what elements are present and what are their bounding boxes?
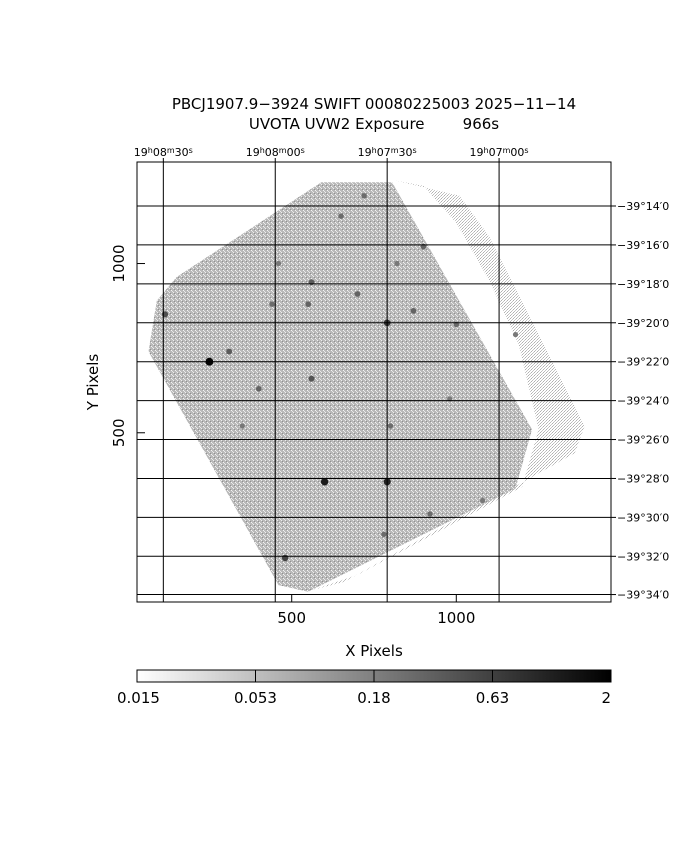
dec-label-3: −39°20′0 xyxy=(617,317,669,330)
x-tick-label-0: 500 xyxy=(277,609,306,627)
y-tick-label-1: 1000 xyxy=(110,244,128,282)
dec-label-6: −39°26′0 xyxy=(617,434,669,447)
source-9 xyxy=(354,291,361,297)
y-tick-label-0: 500 xyxy=(110,418,128,447)
colorbar: 0.015 0.053 0.18 0.63 2 xyxy=(117,669,612,707)
source-16 xyxy=(381,531,387,538)
dec-label-9: −39°32′0 xyxy=(617,550,669,563)
ra-label-0: 19h08m30s xyxy=(134,146,193,159)
dec-axis-labels: −39°14′0 −39°16′0 −39°18′0 −39°20′0 −39°22′0… xyxy=(611,200,669,602)
y-axis-label: Y Pixels xyxy=(84,354,102,412)
source-21 xyxy=(239,423,245,429)
dec-label-8: −39°30′0 xyxy=(617,511,669,524)
ra-label-1: 19h08m00s xyxy=(246,146,305,159)
colorbar-label-2: 0.18 xyxy=(357,689,390,707)
dec-label-4: −39°22′0 xyxy=(617,356,669,369)
source-7 xyxy=(308,375,315,382)
chart-subtitle: UVOTA UVW2 Exposure 966s xyxy=(249,115,499,133)
dec-label-1: −39°16′0 xyxy=(617,239,669,252)
dec-label-10: −39°34′0 xyxy=(617,589,669,602)
source-25 xyxy=(394,260,400,267)
source-15 xyxy=(255,385,262,392)
source-6 xyxy=(226,348,233,355)
source-19 xyxy=(338,213,344,219)
outer-exposure-region xyxy=(311,180,585,591)
source-26 xyxy=(512,332,519,338)
image-layer xyxy=(148,180,585,592)
source-1 xyxy=(320,478,329,486)
ra-label-2: 19h07m30s xyxy=(358,146,417,159)
colorbar-ticks: 0.015 0.053 0.18 0.63 2 xyxy=(117,670,611,707)
source-17 xyxy=(427,511,433,517)
x-axis-ticks: 500 1000 xyxy=(277,594,475,627)
source-18 xyxy=(480,497,486,504)
source-13 xyxy=(410,308,417,314)
dec-label-0: −39°14′0 xyxy=(617,200,669,213)
colorbar-label-4: 2 xyxy=(601,689,611,707)
colorbar-label-0: 0.015 xyxy=(117,689,160,707)
x-axis-label: X Pixels xyxy=(345,642,403,660)
chart-title: PBCJ1907.9−3924 SWIFT 00080225003 2025−1… xyxy=(172,95,576,113)
plot-frame xyxy=(136,161,612,603)
colorbar-label-1: 0.053 xyxy=(234,689,277,707)
y-axis-ticks: 500 1000 xyxy=(110,244,145,447)
source-24 xyxy=(275,260,282,267)
source-20 xyxy=(361,193,367,199)
dec-label-2: −39°18′0 xyxy=(617,278,669,291)
dec-label-7: −39°28′0 xyxy=(617,472,669,485)
coordinate-grid xyxy=(137,162,611,602)
source-12 xyxy=(387,423,394,429)
ra-label-3: 19h07m00s xyxy=(470,146,529,159)
ra-axis-labels: 19h08m30s 19h08m00s 19h07m30s 19h07m00s xyxy=(134,146,529,162)
colorbar-label-3: 0.63 xyxy=(476,689,509,707)
main-exposure-region xyxy=(148,182,532,592)
dec-label-5: −39°24′0 xyxy=(617,395,669,408)
x-tick-label-1: 1000 xyxy=(437,609,475,627)
source-10 xyxy=(305,301,312,308)
source-5 xyxy=(281,554,289,562)
source-22 xyxy=(269,301,275,307)
